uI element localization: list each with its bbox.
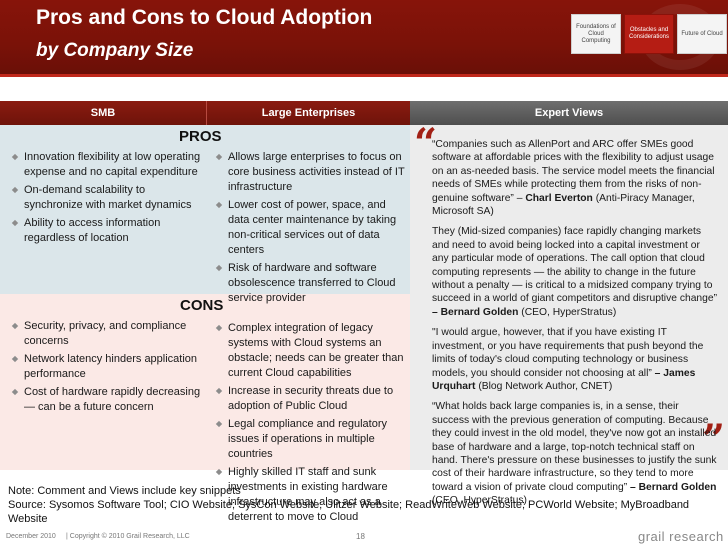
expert-quote: “What holds back large companies is, in … (432, 401, 717, 507)
source-notes: Note: Comment and Views include key snip… (8, 484, 728, 526)
footer-copyright: | Copyright © 2010 Grail Research, LLC (66, 533, 190, 540)
column-header-expert-views: Expert Views (410, 101, 728, 125)
slide-subtitle: by Company Size (36, 40, 194, 61)
nav-foundations[interactable]: Foundations of Cloud Computing (571, 14, 621, 54)
footer-date: December 2010 (6, 533, 56, 540)
list-item: Legal compliance and regulatory issues i… (216, 417, 406, 462)
slide-header: Pros and Cons to Cloud Adoption by Compa… (0, 0, 728, 74)
page-number: 18 (356, 532, 365, 541)
list-item: On-demand scalability to synchronize wit… (12, 183, 202, 213)
list-item: Innovation flexibility at low operating … (12, 150, 202, 180)
pros-smb-list: Innovation flexibility at low operating … (12, 150, 202, 249)
open-quote-icon: “ (414, 120, 438, 167)
expert-views-section (410, 125, 728, 470)
expert-quotes: “Companies such as AllenPort and ARC off… (432, 138, 718, 515)
list-item: Increase in security threats due to adop… (216, 384, 406, 414)
nav-obstacles[interactable]: Obstacles and Considerations (624, 14, 674, 54)
pros-label: PROS (179, 128, 222, 145)
expert-quote: "I would argue, however, that if you hav… (432, 327, 704, 392)
column-header-large-enterprises: Large Enterprises (206, 101, 410, 125)
header-divider (0, 74, 728, 77)
close-quote-icon: ” (702, 416, 726, 463)
cons-large-list: Complex integration of legacy systems wi… (216, 321, 406, 528)
cons-label: CONS (180, 297, 224, 314)
list-item: Risk of hardware and software obsolescen… (216, 261, 406, 306)
column-header-smb: SMB (0, 101, 206, 125)
cons-smb-list: Security, privacy, and compliance concer… (12, 319, 202, 418)
list-item: Allows large enterprises to focus on cor… (216, 150, 406, 195)
list-item: Cost of hardware rapidly decreasing — ca… (12, 385, 202, 415)
nav-future[interactable]: Future of Cloud (677, 14, 727, 54)
pros-large-list: Allows large enterprises to focus on cor… (216, 150, 406, 309)
list-item: Complex integration of legacy systems wi… (216, 321, 406, 381)
list-item: Ability to access information regardless… (12, 216, 202, 246)
list-item: Lower cost of power, space, and data cen… (216, 198, 406, 258)
slide-footer: December 2010 | Copyright © 2010 Grail R… (0, 529, 728, 546)
source-text: Source: Sysomos Software Tool; CIO Websi… (8, 499, 690, 525)
note-text: Note: Comment and Views include key snip… (8, 485, 241, 497)
expert-quote: They (Mid-sized companies) face rapidly … (432, 226, 718, 318)
expert-quote: “Companies such as AllenPort and ARC off… (432, 139, 715, 218)
slide-title: Pros and Cons to Cloud Adoption (36, 6, 373, 29)
brand-logo: grail research (638, 529, 724, 544)
list-item: Security, privacy, and compliance concer… (12, 319, 202, 349)
list-item: Network latency hinders application perf… (12, 352, 202, 382)
list-item: Highly skilled IT staff and sunk investm… (216, 465, 406, 525)
